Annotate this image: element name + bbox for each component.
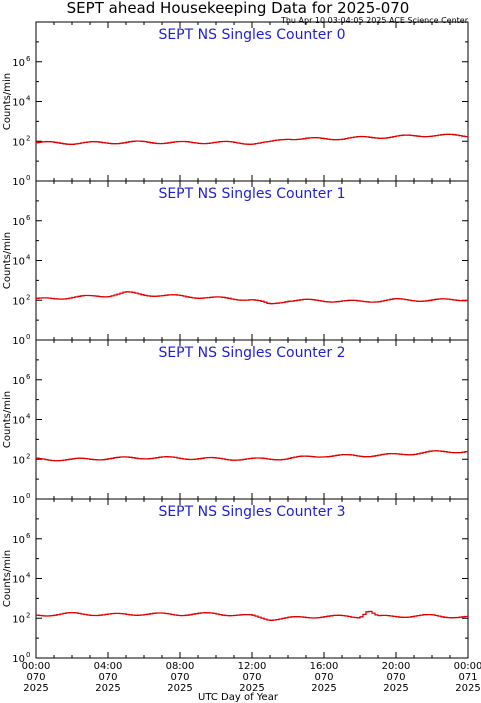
x-tick-label: 071 bbox=[458, 672, 477, 683]
plot-frame bbox=[35, 180, 469, 341]
y-tick-label: 10 bbox=[12, 495, 25, 506]
y-tick-exponent: 2 bbox=[26, 611, 30, 619]
plot-frame bbox=[35, 498, 469, 659]
y-axis-title: Counts/min bbox=[2, 391, 13, 448]
plot-frame bbox=[35, 339, 469, 500]
x-tick-label: 2025 bbox=[23, 683, 48, 694]
panel-title: SEPT NS Singles Counter 3 bbox=[158, 504, 345, 520]
y-tick-label: 10 bbox=[12, 455, 25, 466]
x-tick-label: 2025 bbox=[311, 683, 336, 694]
y-tick-exponent: 2 bbox=[26, 293, 30, 301]
counter-trace bbox=[36, 133, 468, 145]
y-tick-label: 10 bbox=[12, 376, 25, 387]
y-tick-exponent: 6 bbox=[26, 373, 31, 381]
x-tick-label: 2025 bbox=[95, 683, 120, 694]
y-tick-exponent: 4 bbox=[26, 572, 31, 580]
y-tick-exponent: 4 bbox=[26, 254, 31, 262]
y-tick-exponent: 2 bbox=[26, 134, 30, 142]
y-tick-label: 10 bbox=[12, 58, 25, 69]
panel-title: SEPT NS Singles Counter 2 bbox=[158, 345, 345, 361]
y-tick-exponent: 0 bbox=[26, 651, 30, 659]
y-tick-exponent: 2 bbox=[26, 452, 30, 460]
x-tick-label: 2025 bbox=[239, 683, 264, 694]
x-tick-label: 2025 bbox=[455, 683, 480, 694]
figure-title: SEPT ahead Housekeeping Data for 2025-07… bbox=[67, 0, 410, 17]
counter-trace bbox=[36, 450, 468, 462]
y-tick-label: 10 bbox=[12, 177, 25, 188]
y-tick-exponent: 6 bbox=[26, 214, 31, 222]
x-tick-label: 00:00 bbox=[22, 661, 51, 672]
y-tick-label: 10 bbox=[12, 575, 25, 586]
x-tick-label: 070 bbox=[170, 672, 189, 683]
x-tick-label: 08:00 bbox=[166, 661, 195, 672]
plot-frame bbox=[35, 21, 469, 182]
x-tick-label: 16:00 bbox=[310, 661, 339, 672]
y-tick-label: 10 bbox=[12, 336, 25, 347]
y-tick-exponent: 4 bbox=[26, 413, 31, 421]
y-tick-label: 10 bbox=[12, 217, 25, 228]
y-tick-label: 10 bbox=[12, 296, 25, 307]
y-tick-exponent: 0 bbox=[26, 174, 30, 182]
y-tick-label: 10 bbox=[12, 98, 25, 109]
x-axis-title: UTC Day of Year bbox=[198, 692, 279, 703]
x-tick-label: 070 bbox=[386, 672, 405, 683]
x-tick-label: 12:00 bbox=[238, 661, 267, 672]
y-tick-exponent: 6 bbox=[26, 532, 31, 540]
y-tick-label: 10 bbox=[12, 416, 25, 427]
x-tick-label: 04:00 bbox=[94, 661, 123, 672]
y-axis-title: Counts/min bbox=[2, 73, 13, 130]
panel-title: SEPT NS Singles Counter 1 bbox=[158, 186, 345, 202]
x-tick-label: 070 bbox=[242, 672, 261, 683]
y-axis-title: Counts/min bbox=[2, 550, 13, 607]
y-tick-label: 10 bbox=[12, 535, 25, 546]
y-tick-label: 10 bbox=[12, 257, 25, 268]
generation-timestamp: Thu Apr 10 03:04:05 2025 ACE Science Cen… bbox=[280, 16, 469, 25]
counter-trace bbox=[36, 610, 468, 621]
x-axis-labels: 00:00070202504:00070202508:00070202512:0… bbox=[22, 661, 481, 694]
x-tick-label: 00:00 bbox=[454, 661, 481, 672]
counter-trace bbox=[36, 291, 468, 305]
y-tick-label: 10 bbox=[12, 654, 25, 665]
y-tick-exponent: 6 bbox=[26, 55, 31, 63]
y-tick-exponent: 4 bbox=[26, 95, 31, 103]
y-tick-label: 10 bbox=[12, 137, 25, 148]
y-tick-exponent: 0 bbox=[26, 333, 30, 341]
x-tick-label: 20:00 bbox=[382, 661, 411, 672]
y-axis-title: Counts/min bbox=[2, 232, 13, 289]
y-tick-label: 10 bbox=[12, 614, 25, 625]
x-tick-label: 2025 bbox=[383, 683, 408, 694]
y-tick-exponent: 0 bbox=[26, 492, 30, 500]
x-tick-label: 070 bbox=[26, 672, 45, 683]
panel-title: SEPT NS Singles Counter 0 bbox=[158, 27, 345, 43]
x-tick-label: 070 bbox=[98, 672, 117, 683]
x-tick-label: 070 bbox=[314, 672, 333, 683]
x-tick-label: 2025 bbox=[167, 683, 192, 694]
